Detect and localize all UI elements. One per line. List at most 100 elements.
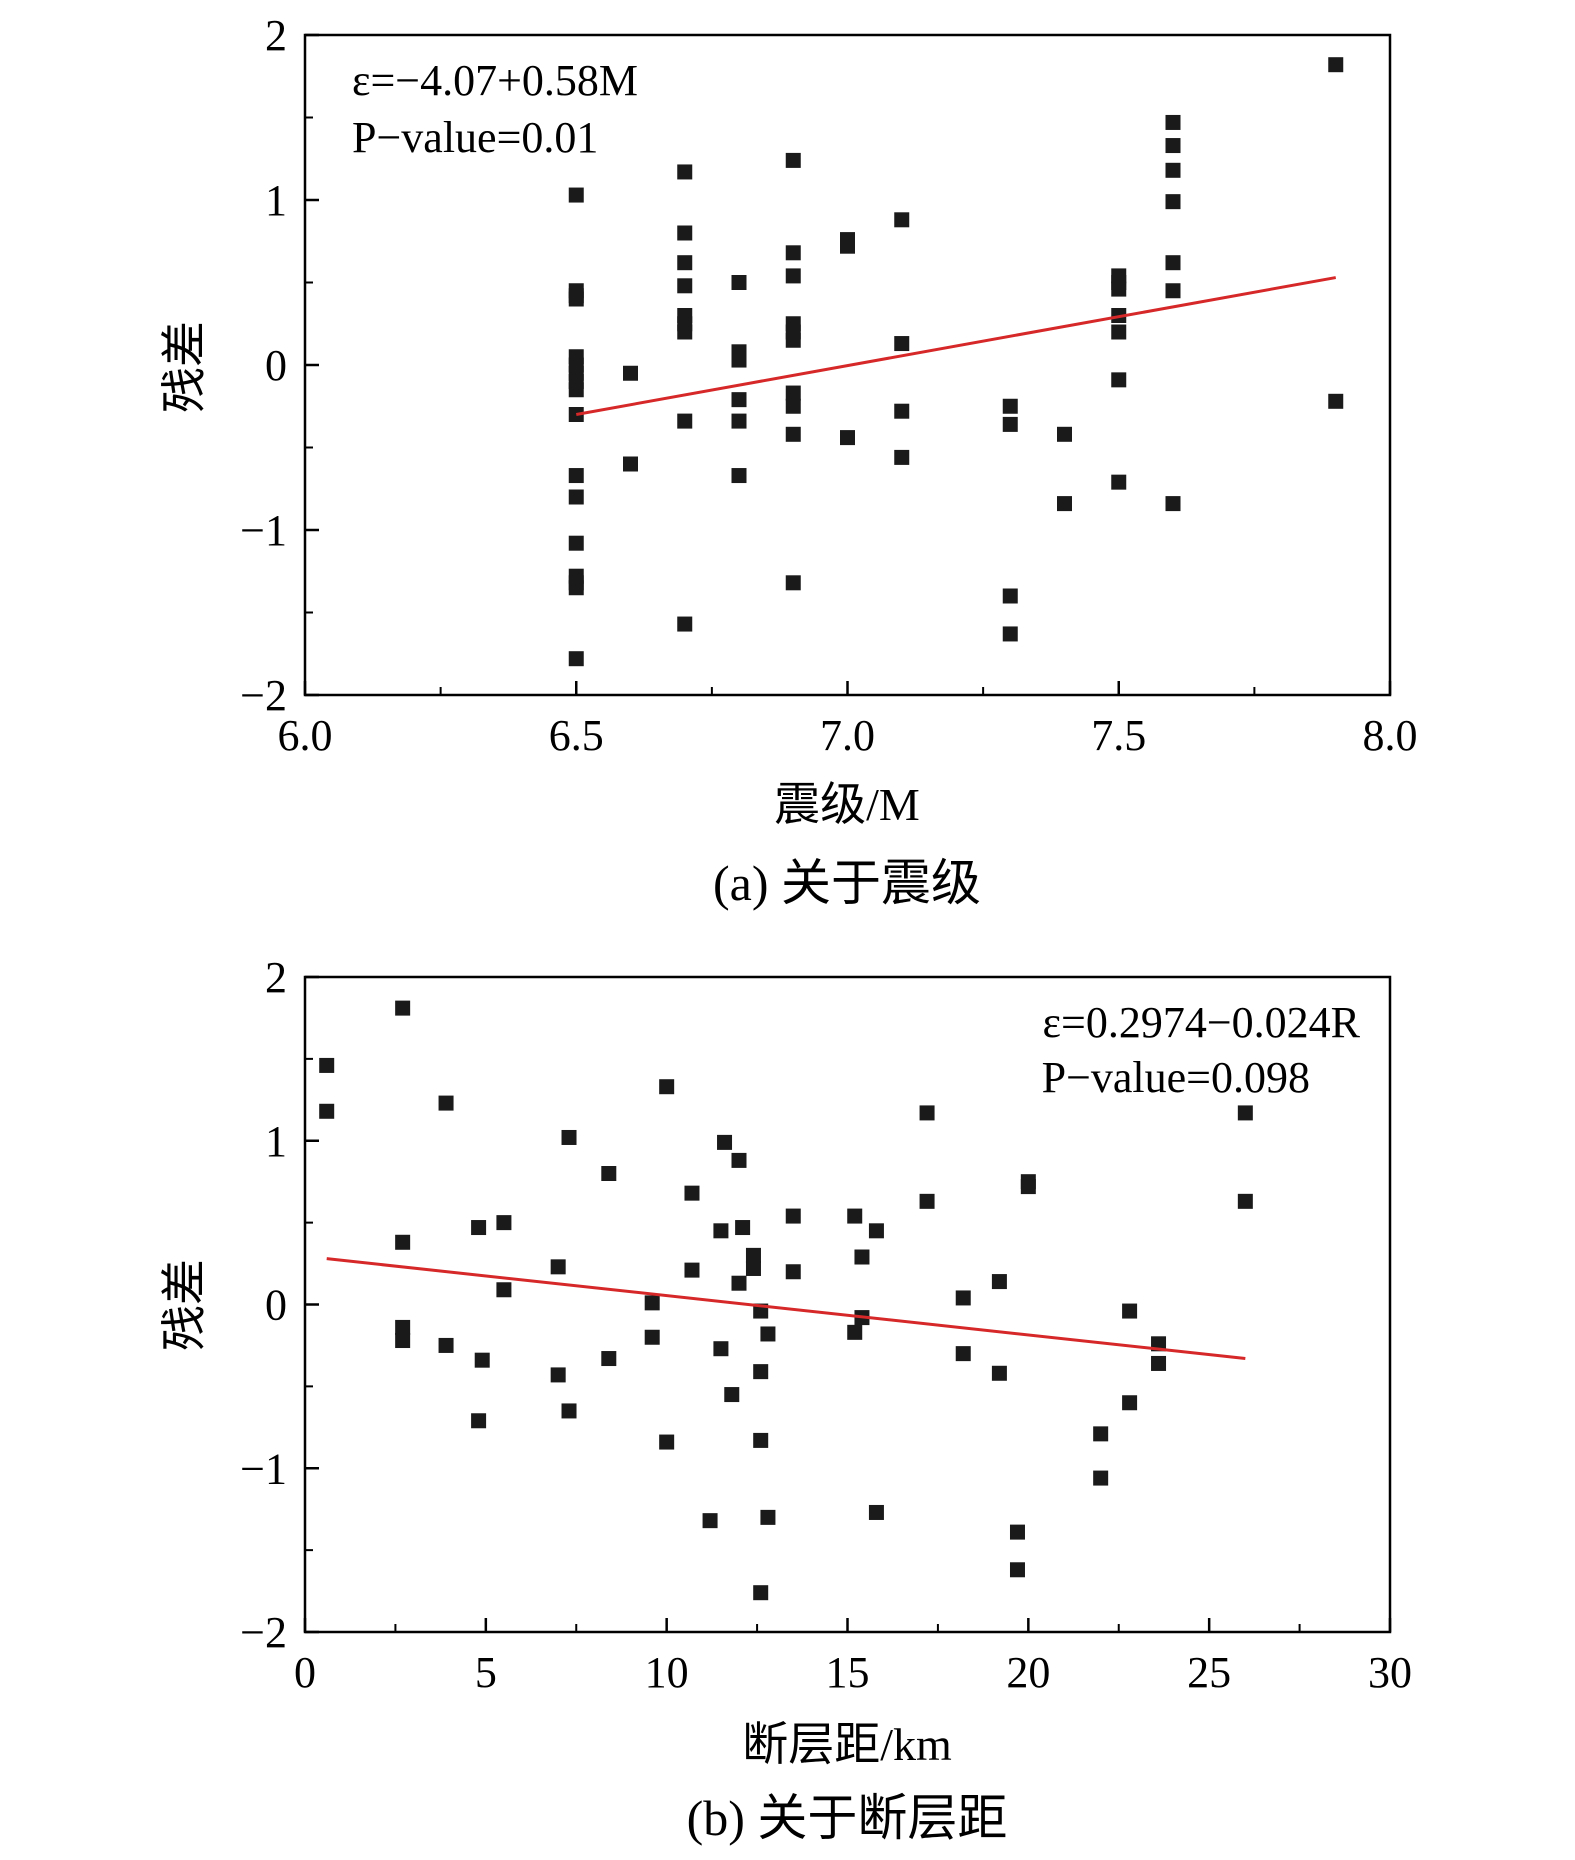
y-tick-label: 1 [265,1117,287,1166]
data-point [840,430,855,446]
x-tick-label: 7.5 [1091,711,1146,760]
tick-labels: 6.0 6.5 7.0 7.5 8.0 2 1 0 −1 −2 [240,11,1417,760]
data-point [684,1262,700,1278]
data-point [955,1290,971,1306]
data-point [395,1000,411,1016]
data-point [894,449,910,465]
data-point [785,1264,801,1280]
data-point [659,1079,675,1095]
data-point [894,212,910,228]
data-point [561,1403,577,1419]
data-point [1009,1562,1025,1578]
data-point [1009,1524,1025,1540]
data-point [1237,1193,1253,1209]
panel-a: 6.0 6.5 7.0 7.5 8.0 2 1 0 −1 −2 ε=−4.07+0.58M P−v… [159,11,1418,911]
data-point [561,1129,577,1145]
data-point [496,1215,512,1231]
data-point [1111,474,1127,490]
scatter-points [568,57,1344,667]
data-point [991,1274,1007,1290]
data-point [785,575,801,591]
y-tick-label: −1 [240,1444,287,1493]
data-point [785,398,801,414]
y-axis-label: 残差 [159,1259,210,1351]
annotation-equation: ε=0.2974−0.024R [1043,998,1361,1047]
data-point [854,1249,870,1265]
data-point [1165,194,1181,210]
data-point [319,1057,335,1073]
x-tick-label: 30 [1368,1648,1412,1697]
data-point [753,1364,769,1380]
data-point [731,275,747,290]
data-point [1328,57,1344,73]
data-point [1111,324,1127,340]
data-point [724,1387,740,1403]
panel-caption: (b) 关于断层距 [687,1790,1008,1846]
data-point [568,535,584,551]
data-point [840,238,855,254]
data-point [760,1509,776,1525]
data-point [1165,255,1181,271]
data-point [847,1324,863,1340]
data-point [731,468,747,484]
data-point [395,1333,411,1349]
x-axis-label: 震级/M [774,779,920,830]
y-tick-label: 0 [265,341,287,390]
data-point [731,392,747,408]
y-tick-label: −2 [240,671,287,720]
data-point [623,365,638,381]
data-point [753,1432,769,1448]
data-point [644,1295,660,1311]
data-point [1002,398,1018,414]
data-point [395,1234,411,1250]
data-point [1057,426,1072,442]
data-point [1020,1179,1036,1195]
data-point [745,1247,761,1263]
x-tick-label: 8.0 [1363,711,1418,760]
x-tick-label: 6.0 [278,711,333,760]
data-point [1122,1395,1138,1411]
data-point [785,385,801,401]
data-point [919,1193,935,1209]
data-point [568,651,584,667]
fit-line [326,1257,1246,1361]
data-point [713,1223,729,1239]
data-point [731,1152,747,1168]
data-point [1002,416,1018,432]
data-point [471,1413,487,1429]
data-point [550,1259,566,1275]
axis-ticks [303,975,1392,1634]
x-tick-label: 25 [1187,1648,1231,1697]
data-point [753,1585,769,1601]
data-point [894,336,910,352]
y-tick-label: 2 [265,11,287,60]
data-point [568,468,584,484]
data-point [1328,393,1344,409]
data-point [702,1513,718,1529]
data-point [919,1105,935,1121]
data-point [623,456,638,472]
data-point [717,1134,733,1150]
x-tick-label: 10 [645,1648,689,1697]
data-point [1237,1105,1253,1121]
data-point [731,413,747,429]
data-point [568,288,584,304]
data-point [677,164,693,180]
data-point [677,278,693,294]
axis-ticks [303,33,1392,697]
x-tick-label: 20 [1006,1648,1050,1697]
data-point [1165,114,1181,130]
data-point [785,245,801,261]
data-point [474,1352,490,1368]
data-point [659,1434,675,1450]
data-point [1111,281,1127,297]
x-tick-label: 0 [294,1648,316,1697]
x-tick-label: 15 [826,1648,870,1697]
data-point [731,349,747,365]
data-point [677,616,693,632]
data-point [677,225,693,241]
data-point [785,152,801,168]
